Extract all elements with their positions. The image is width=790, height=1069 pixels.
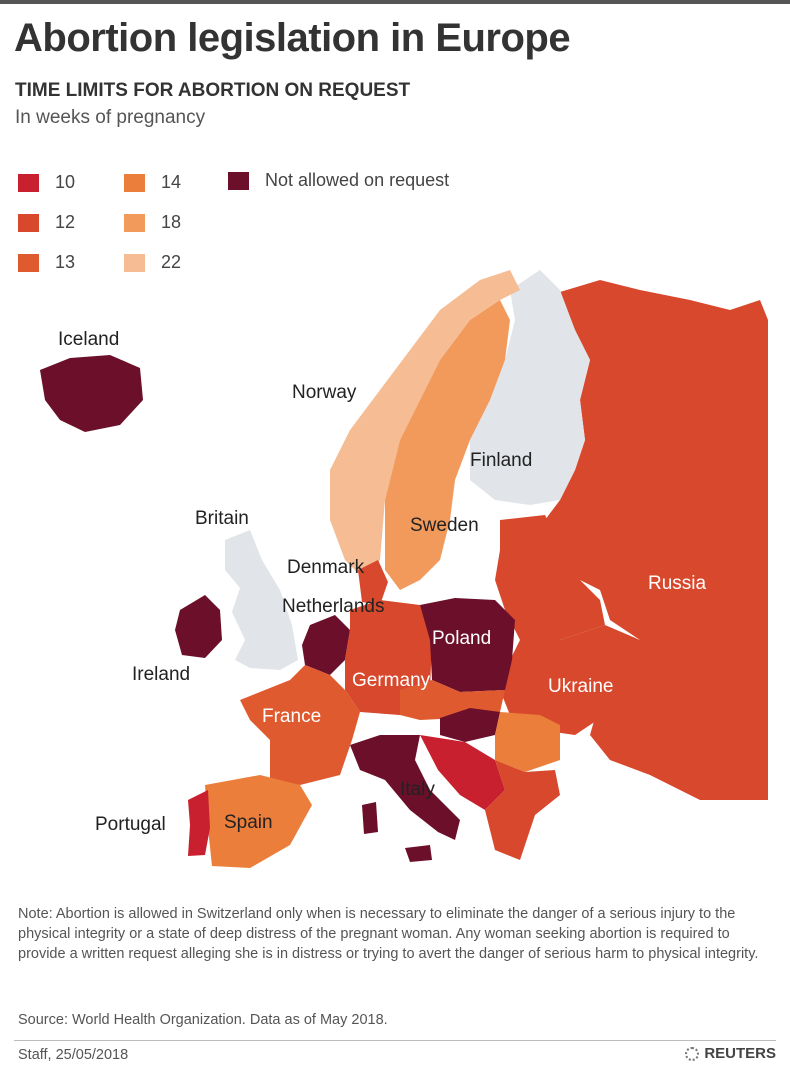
region-sardinia (362, 802, 378, 834)
legend-label: Not allowed on request (265, 170, 450, 190)
label-britain: Britain (195, 508, 249, 529)
top-rule (0, 0, 790, 4)
credit-line: Staff, 25/05/2018 (18, 1047, 129, 1063)
region-france (240, 665, 360, 785)
region-ireland (175, 595, 222, 658)
region-romania (495, 712, 560, 772)
legend-swatch (18, 213, 39, 232)
region-greece (485, 760, 560, 860)
legend-item-13: 13 (18, 252, 75, 273)
label-france: France (262, 706, 321, 727)
label-denmark: Denmark (287, 557, 365, 578)
footnote: Note: Abortion is allowed in Switzerland… (18, 906, 759, 962)
region-baltics-belarus (495, 515, 605, 640)
legend-label: 10 (55, 172, 76, 192)
page-subtitle: TIME LIMITS FOR ABORTION ON REQUEST (15, 80, 411, 101)
region-denmark (358, 560, 388, 605)
label-poland: Poland (432, 628, 491, 649)
region-iceland (40, 355, 143, 432)
europe-map: Iceland Norway Finland Sweden Britain De… (40, 270, 768, 868)
region-balkans (420, 735, 505, 810)
region-netherlands (302, 615, 350, 675)
legend-label: 12 (55, 212, 76, 232)
legend-item-22: 22 (124, 252, 181, 273)
legend-swatch (228, 171, 249, 190)
page-title: Abortion legislation in Europe (14, 16, 571, 60)
footer-divider (14, 1040, 776, 1041)
brand-label: REUTERS (704, 1045, 776, 1062)
legend-label: 14 (161, 172, 182, 192)
region-norway (330, 270, 520, 580)
region-spain (205, 775, 312, 868)
label-russia: Russia (648, 573, 707, 594)
source-line: Source: World Health Organization. Data … (18, 1012, 388, 1028)
label-finland: Finland (470, 450, 532, 471)
region-britain (225, 530, 298, 670)
region-finland (470, 270, 590, 505)
legend-swatch (18, 173, 39, 192)
reuters-logo-icon (685, 1046, 700, 1061)
legend-item-12: 12 (18, 212, 75, 233)
region-ukraine (500, 625, 640, 735)
label-spain: Spain (224, 812, 273, 833)
legend-swatch (124, 253, 145, 272)
label-ukraine: Ukraine (548, 676, 613, 697)
label-netherlands: Netherlands (282, 596, 384, 617)
reuters-logo: REUTERS (685, 1045, 776, 1062)
region-russia (545, 280, 768, 800)
region-hungary (440, 708, 500, 742)
region-italy (350, 735, 460, 840)
region-poland (420, 598, 515, 692)
label-portugal: Portugal (95, 814, 166, 835)
legend-swatch (124, 173, 145, 192)
label-norway: Norway (292, 382, 357, 403)
region-sweden (385, 300, 510, 590)
legend-item-not-allowed: Not allowed on request (228, 170, 449, 191)
region-portugal (188, 790, 210, 856)
region-germany (345, 600, 432, 715)
label-ireland: Ireland (132, 664, 190, 685)
legend: 10 12 13 14 18 22 Not allowed on request (18, 170, 538, 280)
label-sweden: Sweden (410, 515, 479, 536)
region-sicily (405, 845, 432, 862)
unit-label: In weeks of pregnancy (15, 107, 206, 128)
label-italy: Italy (400, 779, 435, 800)
label-iceland: Iceland (58, 329, 119, 350)
legend-label: 13 (55, 252, 76, 272)
legend-label: 22 (161, 252, 182, 272)
legend-item-10: 10 (18, 172, 75, 193)
label-germany: Germany (352, 670, 431, 691)
legend-item-14: 14 (124, 172, 181, 193)
legend-swatch (124, 213, 145, 232)
legend-swatch (18, 253, 39, 272)
legend-item-18: 18 (124, 212, 181, 233)
legend-label: 18 (161, 212, 182, 232)
